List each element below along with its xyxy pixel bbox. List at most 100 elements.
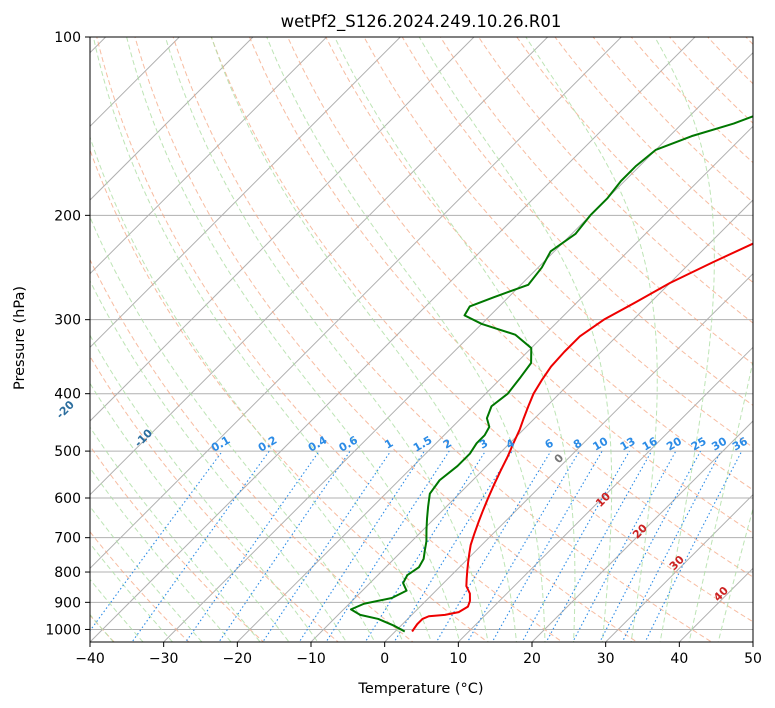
mixing-ratio-line — [262, 450, 392, 642]
isotherm-gridline — [236, 125, 753, 642]
isotherm-gridline — [90, 37, 549, 496]
moist-adiabat — [418, 37, 613, 642]
moist-adiabat-label: 30 — [667, 553, 687, 573]
y-tick-label: 100 — [54, 30, 81, 46]
y-tick-label: 200 — [54, 208, 81, 224]
dry-adiabat — [248, 37, 753, 578]
mixing-ratio-line — [521, 450, 630, 642]
mixing-ratio-label: 6 — [543, 436, 556, 451]
isotherm-gridline — [90, 37, 623, 570]
y-tick-label: 900 — [54, 595, 81, 611]
moist-adiabat — [334, 37, 576, 642]
dry-adiabat — [134, 37, 638, 642]
isotherm-gridline — [678, 567, 753, 642]
y-tick-label: 800 — [54, 565, 81, 581]
y-tick-label: 500 — [54, 444, 81, 460]
plot-area — [0, 10, 775, 654]
y-tick-label: 300 — [54, 313, 81, 329]
mixing-ratio-line — [644, 450, 743, 642]
moist-adiabat — [126, 37, 461, 642]
dry-adiabat-label: -10 — [132, 426, 155, 449]
moist-adiabat — [90, 426, 261, 642]
mixing-ratio-line — [572, 450, 677, 642]
mixing-ratio-line — [90, 450, 223, 632]
x-tick-label: −20 — [223, 651, 253, 667]
x-tick-label: −10 — [296, 651, 326, 667]
dry-adiabat — [363, 37, 753, 448]
isotherm-gridline — [383, 272, 753, 642]
isotherm-gridline — [90, 37, 696, 642]
dry-adiabat-label: -30 — [0, 363, 1, 386]
moist-adiabat — [90, 279, 347, 642]
mixing-ratio-line — [491, 450, 603, 642]
moist-adiabat — [717, 506, 753, 642]
dry-adiabat — [90, 355, 339, 642]
x-tick-label: 50 — [744, 651, 762, 667]
dry-adiabat — [477, 37, 753, 324]
dry-adiabat — [745, 37, 753, 46]
moist-adiabat — [90, 135, 404, 642]
moist-adiabat — [90, 542, 174, 642]
mixing-ratio-line — [599, 450, 702, 642]
isotherm-gridline — [90, 37, 254, 201]
mixing-ratio-line — [364, 450, 486, 642]
isotherm-gridline — [90, 37, 402, 349]
dry-adiabat — [90, 258, 414, 642]
axes: −40 −30 −20 −10 0 10 20 30 40 50 100 200 300 400 500 60… — [45, 30, 762, 667]
x-axis-label: Temperature (°C) — [357, 681, 483, 697]
y-tick-label: 1000 — [45, 622, 81, 638]
moist-adiabat — [90, 382, 290, 642]
x-tick-label: −30 — [149, 651, 179, 667]
mixing-ratio-label: 3 — [477, 437, 490, 452]
dry-adiabat — [210, 37, 753, 623]
mixing-ratio-line — [298, 450, 425, 642]
dewpoint-profile-line — [349, 115, 753, 633]
mixing-ratio-line — [185, 450, 320, 642]
x-tick-label: 10 — [449, 651, 467, 667]
moist-adiabat — [654, 37, 715, 642]
x-tick-label: 40 — [670, 651, 688, 667]
moist-adiabat — [90, 334, 319, 642]
moist-adiabat — [90, 467, 232, 642]
moist-adiabat — [688, 358, 753, 642]
y-tick-label: 700 — [54, 531, 81, 547]
isotherm-gridline — [90, 37, 328, 275]
isotherm-gridline — [457, 346, 753, 642]
isotherm-gridline — [90, 37, 181, 128]
moist-adiabat-label: 10 — [593, 490, 613, 510]
x-tick-label: 0 — [380, 651, 389, 667]
y-tick-label: 400 — [54, 387, 81, 403]
dry-adiabat — [287, 37, 753, 534]
mixing-ratio-line — [435, 450, 552, 642]
mixing-ratio-line — [218, 450, 351, 642]
mixing-ratio-label: 2 — [441, 437, 454, 452]
isotherm-gridline — [531, 420, 753, 642]
y-axis-label: Pressure (hPa) — [12, 286, 28, 390]
mixing-ratio-line — [545, 450, 653, 642]
dry-adiabat — [516, 37, 753, 284]
dry-adiabat — [90, 148, 489, 642]
mixing-ratio-line — [621, 450, 722, 642]
mixing-ratio-line — [466, 450, 580, 642]
chart-title: wetPf2_S126.2024.249.10.26.R01 — [281, 12, 562, 32]
moist-adiabat — [90, 505, 203, 642]
isotherm-gridline — [310, 199, 753, 642]
dry-adiabat — [668, 37, 753, 124]
isotherm-gridline — [162, 51, 753, 642]
moist-adiabat-label: 40 — [711, 584, 731, 604]
x-tick-label: 20 — [523, 651, 541, 667]
dry-adiabat — [758, 10, 775, 654]
isotherm-gridline — [0, 10, 59, 654]
moist-adiabat — [90, 578, 144, 642]
dry-adiabat — [630, 37, 753, 164]
moist-adiabat — [92, 37, 432, 642]
dry-adiabat — [90, 531, 190, 642]
isotherm-gridline — [90, 37, 475, 422]
moist-adiabat — [210, 37, 517, 642]
x-tick-label: 30 — [597, 651, 615, 667]
moist-adiabat — [525, 37, 658, 642]
mixing-ratio-line — [325, 450, 450, 642]
temperature-profile-line — [411, 242, 753, 633]
dry-adiabat — [172, 37, 713, 642]
